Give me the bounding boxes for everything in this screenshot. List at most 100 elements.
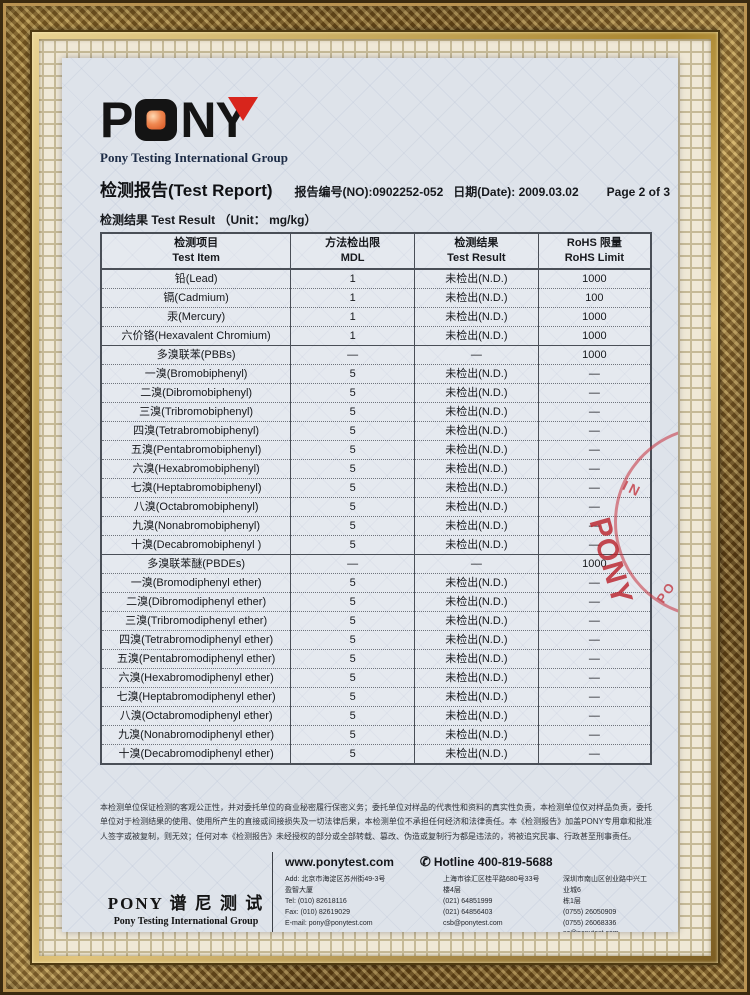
cell-item: 三溴(Tribromobiphenyl) (101, 402, 291, 422)
test-result-table: 检测项目 Test Item 方法检出限 MDL 检测结果 Test Result R… (100, 232, 652, 765)
cell-limit: — (537, 402, 651, 422)
cell-result: 未检出(N.D.) (414, 668, 539, 688)
col-header-rohs-limit: RoHS 限量 RoHS Limit (537, 233, 651, 270)
cell-result: — (414, 554, 539, 574)
cell-result: 未检出(N.D.) (414, 706, 539, 726)
cell-result: 未检出(N.D.) (414, 421, 539, 441)
cell-result: 未检出(N.D.) (414, 611, 539, 631)
cell-item: 铅(Lead) (174, 273, 218, 285)
cell-mdl: 5 (290, 649, 415, 669)
table-row: 七溴(Heptabromobiphenyl) 5 未检出(N.D.) — (101, 478, 651, 498)
cell-mdl: — (290, 554, 415, 574)
cell-item: 三溴(Tribromodiphenyl ether) (101, 611, 291, 631)
cell-item: 四溴(Tetrabromobiphenyl) (101, 421, 291, 441)
cell-limit: — (537, 687, 651, 707)
report-number: 报告编号(NO):0902252-052 (294, 185, 444, 199)
cell-item: 六价铬(Hexavalent Chromium) (101, 326, 291, 346)
cell-result: 未检出(N.D.) (414, 478, 539, 498)
cell-result: 未检出(N.D.) (414, 630, 539, 650)
cell-item: 十溴(Decabromobiphenyl ) (101, 535, 291, 555)
cell-limit: — (537, 592, 651, 612)
cell-item: 一溴(Bromobiphenyl) (101, 364, 291, 384)
table-row: 多溴联苯(PBBs) — —1000 (101, 345, 651, 365)
cell-item: 一溴(Bromodiphenyl ether) (101, 573, 291, 593)
table-row: 一溴(Bromobiphenyl) 5 未检出(N.D.) — (101, 364, 651, 384)
phone-circle-icon: ✆ (419, 854, 431, 870)
table-row: 三溴(Tribromobiphenyl) 5 未检出(N.D.) — (101, 402, 651, 422)
cell-result: 未检出(N.D.) (414, 459, 539, 479)
table-row: 八溴(Octabromodiphenyl ether) 5 未检出(N.D.) — (101, 706, 651, 726)
cell-limit: — (537, 497, 651, 517)
table-row: 二溴(Dibromobiphenyl) 5 未检出(N.D.) — (101, 383, 651, 403)
cell-limit: 1000 (537, 269, 651, 289)
table-row: 十溴(Decabromodiphenyl ether) 5 未检出(N.D.) — (101, 744, 651, 764)
cell-result: 未检出(N.D.) (414, 326, 539, 346)
cell-item: 六溴(Hexabromobiphenyl) (101, 459, 291, 479)
table-row: 五溴(Pentabromodiphenyl ether) 5 未检出(N.D.) — (101, 649, 651, 669)
cell-item: 多溴联苯(PBBs) (101, 345, 291, 365)
table-row: 铅(Lead) 1 未检出(N.D.) 1000 (101, 269, 651, 289)
logo-o-square-icon (135, 99, 178, 141)
cell-mdl: 5 (290, 402, 415, 422)
report-title: 检测报告(Test Report) (100, 181, 273, 200)
cell-mdl: 5 (290, 516, 415, 536)
col-header-test-item: 检测项目 Test Item (101, 233, 291, 270)
cell-limit: — (537, 516, 651, 536)
contact-beijing: Add: 北京市海淀区苏州街49-3号 盈智大厦 Tel: (010) 8261… (285, 876, 386, 927)
disclaimer-text: 本检测单位保证检测的客观公正性，并对委托单位的商业秘密履行保密义务；委托单位对样… (100, 803, 652, 841)
cell-mdl: 5 (290, 725, 415, 745)
cell-mdl: 5 (290, 611, 415, 631)
cell-limit: 1000 (537, 345, 651, 365)
cell-limit: — (537, 535, 651, 555)
cell-limit: — (537, 668, 651, 688)
cell-mdl: 1 (290, 326, 415, 346)
cell-item: 九溴(Nonabromodiphenyl ether) (101, 725, 291, 745)
cell-result: 未检出(N.D.) (414, 573, 539, 593)
cell-result: 未检出(N.D.) (414, 440, 539, 460)
cell-result: — (414, 345, 539, 365)
cell-limit: — (537, 364, 651, 384)
pony-logo: P N Y Pony Testing International Group (100, 94, 652, 166)
logo-tagline: Pony Testing International Group (100, 150, 288, 165)
report-date: 日期(Date): 2009.03.02 (453, 185, 579, 199)
table-row: 多溴联苯醚(PBDEs) — —1000 (101, 554, 651, 574)
cell-mdl: 1 (290, 307, 415, 327)
table-row: 二溴(Dibromodiphenyl ether) 5 未检出(N.D.) — (101, 592, 651, 612)
footer-brand-cn: PONY 谱 尼 测 试 (107, 893, 265, 913)
table-row: 七溴(Heptabromodiphenyl ether) 5 未检出(N.D.) — (101, 687, 651, 707)
cell-mdl: 5 (290, 535, 415, 555)
cell-mdl: 5 (290, 383, 415, 403)
table-row: 十溴(Decabromobiphenyl ) 5 未检出(N.D.) — (101, 535, 651, 555)
cell-result: 未检出(N.D.) (414, 649, 539, 669)
cell-limit: — (537, 649, 651, 669)
table-row: 四溴(Tetrabromobiphenyl) 5 未检出(N.D.) — (101, 421, 651, 441)
cell-mdl: 5 (290, 573, 415, 593)
cell-result: 未检出(N.D.) (414, 269, 539, 289)
red-triangle-icon (227, 97, 258, 121)
cell-result: 未检出(N.D.) (414, 364, 539, 384)
cell-result: 未检出(N.D.) (414, 744, 539, 764)
cell-mdl: 5 (290, 459, 415, 479)
cell-mdl: 5 (290, 440, 415, 460)
cell-mdl: 5 (290, 706, 415, 726)
table-row: 六溴(Hexabromodiphenyl ether) 5 未检出(N.D.) — (101, 668, 651, 688)
cell-limit: 1000 (537, 554, 651, 574)
hotline-number: Hotline 400-819-5688 (433, 855, 553, 870)
cell-item: 七溴(Heptabromobiphenyl) (101, 478, 291, 498)
cell-mdl: 5 (290, 421, 415, 441)
cell-mdl: 5 (290, 592, 415, 612)
cell-limit: — (537, 383, 651, 403)
cell-limit: — (537, 725, 651, 745)
cell-result: 未检出(N.D.) (414, 383, 539, 403)
cell-item: 七溴(Heptabromodiphenyl ether) (101, 687, 291, 707)
report-page: P N Y Pony Testing International Group 检… (62, 58, 678, 932)
cell-limit: — (537, 630, 651, 650)
cell-item: 八溴(Octabromodiphenyl ether) (101, 706, 291, 726)
cell-limit: — (537, 459, 651, 479)
cell-item: 镉(Cadmium) (101, 288, 291, 308)
test-table-body: 铅(Lead) 1 未检出(N.D.) 1000 镉(Cadmium) 1 未检出(N.D.… (101, 269, 651, 764)
cell-item: 四溴(Tetrabromodiphenyl ether) (101, 630, 291, 650)
table-row: 六价铬(Hexavalent Chromium) 1 未检出(N.D.) 1000 (101, 326, 651, 346)
table-row: 三溴(Tribromodiphenyl ether) 5 未检出(N.D.) — (101, 611, 651, 631)
contact-shanghai: 上海市徐汇区桂平路680号33号 楼4层 (021) 64851999 (021… (443, 876, 540, 927)
